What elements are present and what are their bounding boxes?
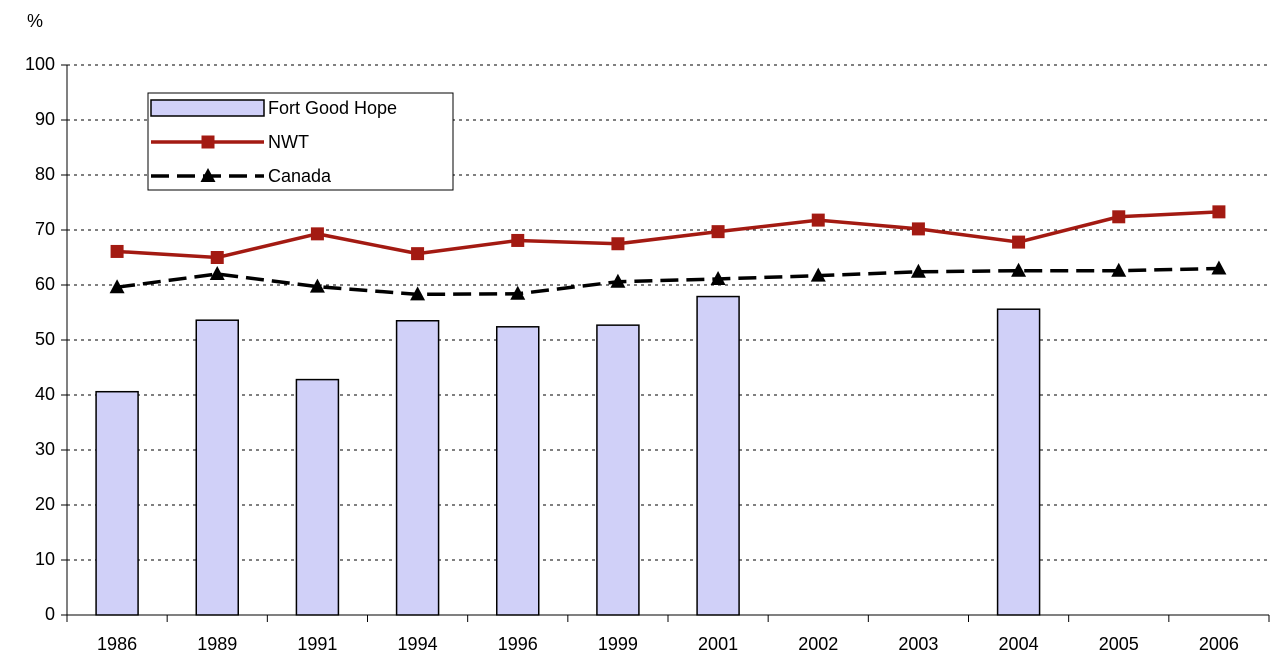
point [710,270,726,285]
x-tick-label: 2004 [999,634,1039,654]
bar [95,390,139,616]
bar [295,378,340,616]
point [209,266,225,280]
y-tick-label: 10 [35,549,55,569]
y-tick-label: 100 [25,54,55,74]
point [911,222,925,236]
bar [395,320,440,616]
legend-label: Fort Good Hope [268,98,397,118]
point [1212,205,1226,219]
legend-swatch [150,99,265,117]
bar [496,326,540,616]
x-tick-label: 2001 [698,634,738,654]
x-tick-label: 1991 [297,634,337,654]
y-tick-label: 20 [35,494,55,514]
point [1211,260,1227,275]
point [610,273,626,288]
bar [596,324,640,616]
bar [195,319,239,616]
line [116,266,1219,297]
y-tick-label: 0 [45,604,55,624]
point [109,279,125,294]
point [1011,262,1027,277]
point [711,225,725,239]
x-tick-label: 2002 [798,634,838,654]
y-tick-label: 40 [35,384,55,404]
point [611,237,625,251]
y-tick-label: 30 [35,439,55,459]
x-tick-label: 1989 [197,634,237,654]
point [811,213,825,227]
point [1012,235,1026,249]
point [310,227,324,241]
bar [996,308,1041,616]
x-tick-label: 2003 [898,634,938,654]
bar [696,295,740,616]
x-tick-label: 2005 [1099,634,1139,654]
x-tick-label: 1994 [398,634,438,654]
point [410,286,426,301]
y-tick-label: 90 [35,109,55,129]
x-tick-label: 2006 [1199,634,1239,654]
y-tick-label: 60 [35,274,55,294]
y-tick-label: 50 [35,329,55,349]
x-tick-label: 1986 [97,634,137,654]
point [511,233,525,247]
point [411,247,425,261]
point [309,278,325,293]
point [1111,262,1127,277]
legend-marker [200,168,216,182]
point [210,251,224,264]
legend-marker [201,135,215,149]
point [910,263,926,278]
point [110,244,124,258]
y-tick-label: 80 [35,164,55,184]
point [810,267,826,282]
y-tick-label: 70 [35,219,55,239]
line [116,210,1220,260]
y-axis-label: % [27,11,43,31]
x-tick-label: 1999 [598,634,638,654]
point [1112,210,1126,224]
point [510,285,526,300]
legend-label: Canada [268,166,332,186]
x-tick-label: 1996 [498,634,538,654]
legend-label: NWT [268,132,309,152]
